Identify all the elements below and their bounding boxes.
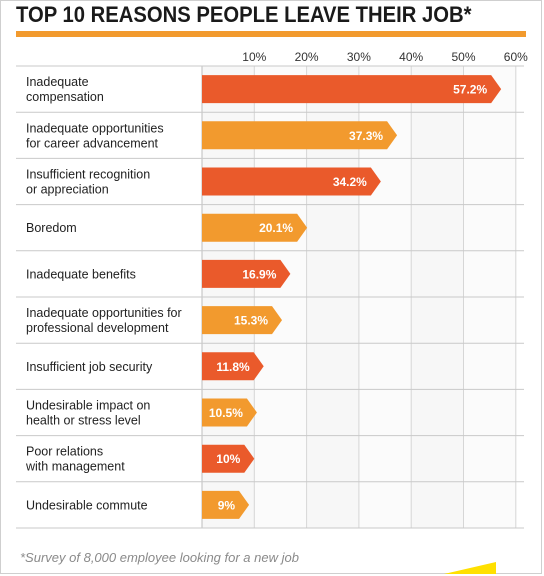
bar-value-label: 15.3%: [234, 314, 268, 328]
x-tick-label: 50%: [451, 50, 475, 64]
bar: [202, 259, 291, 288]
survey-footnote: *Survey of 8,000 employee looking for a …: [20, 550, 299, 565]
footer-accent: [444, 562, 496, 574]
bar: [202, 121, 398, 150]
category-label: Poor relations with management: [25, 445, 125, 474]
category-label: Inadequate opportunities for professional…: [26, 306, 182, 335]
bar: [202, 352, 264, 381]
category-label: Undesirable impact on health or stress le…: [26, 399, 150, 428]
bar: [202, 306, 283, 335]
category-label: Boredom: [26, 221, 77, 235]
category-label: Undesirable commute: [26, 498, 148, 512]
bar-value-label: 57.2%: [453, 83, 487, 97]
title-underline: [16, 31, 526, 37]
bar-value-label: 16.9%: [242, 267, 276, 281]
bar: [202, 213, 308, 242]
category-label: Insufficient recognition or appreciation: [26, 168, 150, 197]
bar-value-label: 20.1%: [259, 221, 293, 235]
bar-value-label: 10%: [216, 452, 240, 466]
category-label: Inadequate benefits: [26, 267, 136, 281]
x-tick-label: 40%: [399, 50, 423, 64]
bar-value-label: 34.2%: [333, 175, 367, 189]
category-label: Inadequate compensation: [26, 75, 104, 104]
bar: [202, 490, 250, 519]
bar: [202, 398, 257, 427]
category-label: Inadequate opportunities for career advan…: [26, 121, 164, 150]
bar: [202, 444, 255, 473]
x-tick-label: 20%: [295, 50, 319, 64]
bar-value-label: 10.5%: [209, 406, 243, 420]
x-tick-label: 60%: [504, 50, 528, 64]
category-label: Insufficient job security: [26, 360, 153, 374]
bar-value-label: 11.8%: [216, 360, 250, 374]
bar-value-label: 37.3%: [349, 129, 383, 143]
bar-value-label: 9%: [218, 498, 236, 512]
x-tick-label: 10%: [242, 50, 266, 64]
bar: [202, 167, 381, 196]
chart-title: TOP 10 REASONS PEOPLE LEAVE THEIR JOB*: [16, 2, 472, 27]
bar: [202, 75, 502, 104]
x-tick-label: 30%: [347, 50, 371, 64]
